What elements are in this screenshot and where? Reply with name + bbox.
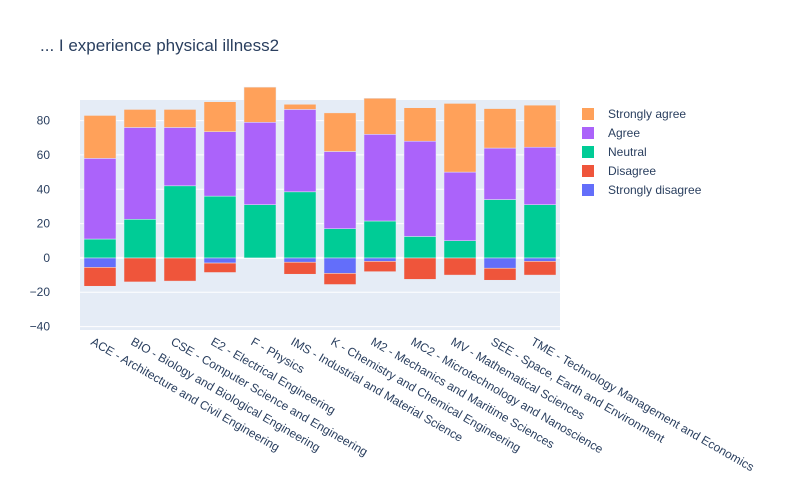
- bar[interactable]: [83, 238, 117, 259]
- bar[interactable]: [283, 257, 317, 263]
- y-tick-label: 20: [37, 217, 51, 231]
- bar[interactable]: [163, 257, 197, 282]
- bar[interactable]: [243, 86, 277, 123]
- bar[interactable]: [403, 257, 437, 280]
- bar[interactable]: [83, 267, 117, 287]
- bar[interactable]: [123, 109, 157, 128]
- bar[interactable]: [323, 112, 357, 152]
- bar[interactable]: [483, 108, 517, 149]
- bar[interactable]: [523, 146, 557, 205]
- bar[interactable]: [283, 104, 317, 110]
- bar[interactable]: [123, 127, 157, 220]
- bar[interactable]: [203, 262, 237, 273]
- bar[interactable]: [323, 257, 357, 274]
- bar[interactable]: [83, 158, 117, 240]
- legend-label: Agree: [608, 126, 640, 140]
- bar[interactable]: [203, 131, 237, 197]
- y-tick-label: −40: [30, 320, 51, 334]
- bar[interactable]: [243, 204, 277, 259]
- series-strongly-agree: [83, 86, 557, 173]
- legend-item[interactable]: Strongly disagree: [582, 183, 702, 197]
- bar[interactable]: [363, 261, 397, 272]
- legend-swatch: [582, 127, 594, 139]
- bar[interactable]: [483, 267, 517, 281]
- plot-area: [80, 100, 560, 330]
- y-tick-label: 40: [37, 182, 51, 196]
- bar[interactable]: [243, 122, 277, 205]
- legend-label: Neutral: [608, 145, 647, 159]
- legend-label: Strongly disagree: [608, 183, 702, 197]
- bar[interactable]: [523, 257, 557, 262]
- bar[interactable]: [483, 199, 517, 259]
- bar[interactable]: [523, 104, 557, 148]
- y-grid: [80, 120, 560, 328]
- y-tick-label: 60: [37, 148, 51, 162]
- bar[interactable]: [443, 103, 477, 173]
- bar[interactable]: [483, 257, 517, 269]
- series-neutral: [83, 185, 557, 259]
- bar[interactable]: [283, 261, 317, 275]
- legend-swatch: [582, 108, 594, 120]
- bar[interactable]: [163, 185, 197, 259]
- legend-swatch: [582, 165, 594, 177]
- bar[interactable]: [523, 204, 557, 259]
- bar[interactable]: [323, 228, 357, 259]
- series-disagree: [83, 257, 557, 287]
- bar[interactable]: [443, 240, 477, 259]
- bar[interactable]: [203, 195, 237, 259]
- chart-title: ... I experience physical illness2: [40, 36, 279, 55]
- y-tick-label: −20: [30, 285, 51, 299]
- bar[interactable]: [323, 151, 357, 229]
- legend-swatch: [582, 184, 594, 196]
- bar[interactable]: [123, 219, 157, 259]
- bar[interactable]: [163, 109, 197, 128]
- bar[interactable]: [443, 171, 477, 241]
- bar[interactable]: [523, 261, 557, 276]
- bars: [83, 86, 557, 287]
- y-tick-label: 0: [43, 251, 50, 265]
- bar[interactable]: [403, 236, 437, 259]
- y-tick-label: 80: [37, 114, 51, 128]
- series-agree: [83, 109, 557, 241]
- bar[interactable]: [203, 257, 237, 264]
- bar[interactable]: [83, 257, 117, 268]
- bar[interactable]: [363, 257, 397, 262]
- legend-label: Strongly agree: [608, 107, 686, 121]
- bar[interactable]: [323, 273, 357, 285]
- y-axis: −40 −20 0 20 40 60 80: [30, 114, 51, 334]
- bar[interactable]: [203, 101, 237, 133]
- bar[interactable]: [283, 109, 317, 193]
- legend-swatch: [582, 146, 594, 158]
- legend-item[interactable]: Agree: [582, 126, 640, 140]
- legend-item[interactable]: Neutral: [582, 145, 647, 159]
- bar[interactable]: [283, 191, 317, 259]
- legend-item[interactable]: Disagree: [582, 164, 656, 178]
- bar[interactable]: [483, 147, 517, 200]
- bar[interactable]: [403, 107, 437, 142]
- legend-label: Disagree: [608, 164, 656, 178]
- bar[interactable]: [363, 220, 397, 259]
- legend[interactable]: Strongly agree Agree Neutral Disagree Strong…: [582, 107, 702, 197]
- bar[interactable]: [123, 257, 157, 283]
- bar[interactable]: [83, 115, 117, 159]
- bar[interactable]: [363, 98, 397, 135]
- bar[interactable]: [163, 127, 197, 187]
- bar[interactable]: [363, 134, 397, 222]
- bar[interactable]: [403, 140, 437, 237]
- bar[interactable]: [443, 257, 477, 276]
- legend-item[interactable]: Strongly agree: [582, 107, 686, 121]
- x-axis: ACE - Architecture and Civil Engineering…: [89, 334, 757, 474]
